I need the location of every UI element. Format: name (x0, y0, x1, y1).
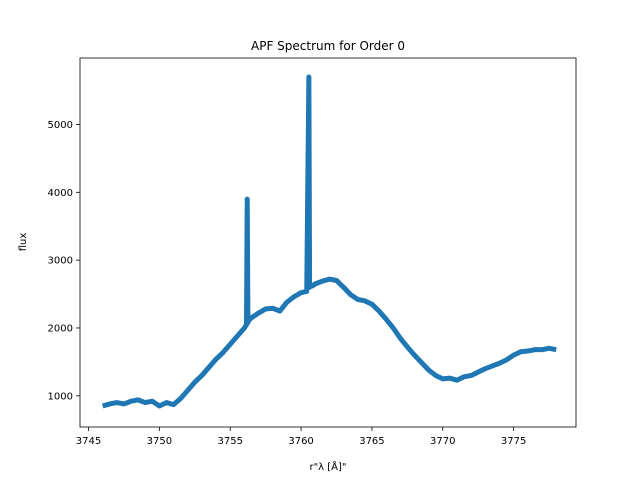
x-tick-label: 3760 (288, 436, 313, 447)
series-line-core-0 (102, 76, 557, 408)
plot-frame (79, 57, 577, 428)
x-tick-label: 3765 (359, 436, 384, 447)
y-tick-label: 2000 (48, 323, 73, 334)
y-tick-label: 1000 (48, 391, 73, 402)
x-tick-label: 3770 (430, 436, 455, 447)
x-tick-label: 3750 (147, 436, 172, 447)
series-line-0 (101, 74, 557, 409)
y-tick-label: 4000 (48, 188, 73, 199)
x-tick-label: 3755 (217, 436, 242, 447)
x-tick-label: 3775 (501, 436, 526, 447)
x-tick-label: 3745 (76, 436, 101, 447)
y-axis-label: flux (18, 233, 29, 252)
y-axis: 1000 2000 3000 4000 5000 (48, 120, 80, 402)
x-axis-label: r"λ [Å]" (309, 460, 346, 473)
x-axis: 3745 3750 3755 3760 3765 3770 3775 (76, 427, 526, 447)
y-tick-label: 5000 (48, 120, 73, 131)
y-tick-label: 3000 (48, 256, 73, 267)
chart-title: APF Spectrum for Order 0 (251, 39, 405, 53)
